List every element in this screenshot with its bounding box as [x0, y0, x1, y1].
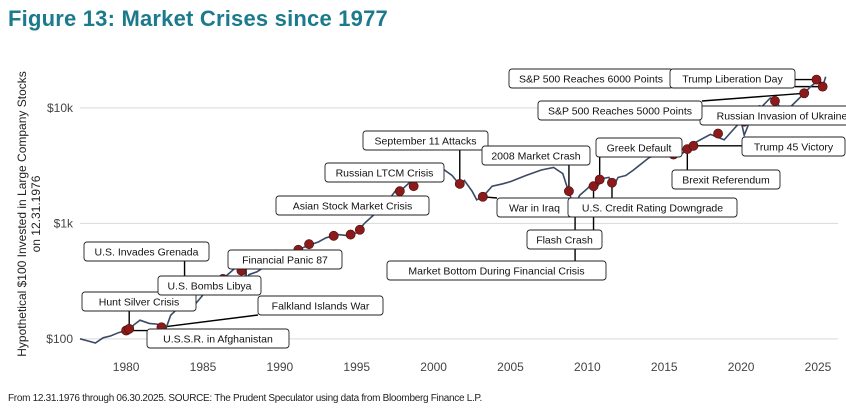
annotation-label: U.S.S.R. in Afghanistan: [163, 333, 273, 345]
y-axis-label-line2: on 12.31.1976: [29, 175, 43, 252]
annotation-leader: [161, 314, 259, 328]
x-tick-label: 1990: [267, 360, 294, 374]
annotation-label: Market Bottom During Financial Crisis: [408, 265, 584, 277]
annotation-label: U.S. Credit Rating Downgrade: [582, 202, 723, 214]
y-tick-label: $1k: [54, 216, 74, 230]
annotation-box: [362, 130, 489, 151]
crisis-marker: [394, 186, 405, 197]
y-axis-ticks: $100 $1k $10k: [46, 101, 74, 346]
crisis-marker: [304, 239, 314, 250]
y-tick-label: $10k: [47, 101, 74, 115]
crisis-marker: [688, 140, 699, 151]
crisis-marker: [799, 88, 810, 99]
crisis-marker: [354, 224, 365, 235]
annotation-label: Falkland Islands War: [272, 300, 370, 312]
annotation-box: [741, 136, 846, 157]
annotation-box: [386, 260, 607, 281]
annotation-box: [146, 328, 290, 349]
y-axis-label: Hypothetical $100 Invested in Large Comp…: [15, 71, 43, 357]
crisis-marker: [588, 181, 599, 192]
crisis-marker: [454, 178, 465, 189]
annotation-label: Asian Stock Market Crisis: [293, 200, 413, 212]
crisis-marker: [328, 230, 339, 241]
crisis-marker: [594, 174, 605, 185]
annotation-box: [567, 197, 738, 218]
annotation-label: S&P 500 Reaches 5000 Points: [548, 105, 692, 117]
x-tick-label: 1980: [113, 360, 140, 374]
chart-title: Figure 13: Market Crises since 1977: [8, 6, 388, 31]
x-tick-label: 2025: [805, 360, 832, 374]
annotation-label: Financial Panic 87: [242, 254, 328, 266]
annotation-box: [257, 295, 384, 316]
x-tick-label: 1995: [343, 360, 370, 374]
series-line: [79, 76, 827, 344]
annotation-box: [669, 68, 796, 89]
annotation-label: S&P 500 Reaches 6000 Points: [519, 73, 663, 85]
annotation-label: U.S. Invades Grenada: [95, 246, 199, 258]
crisis-marker: [817, 81, 828, 92]
crisis-marker: [124, 323, 135, 334]
annotation-box: [83, 241, 210, 262]
annotation-label: Brexit Referendum: [682, 174, 770, 186]
annotation-box: [324, 162, 445, 183]
annotation-box: [275, 195, 430, 216]
x-tick-label: 1985: [190, 360, 217, 374]
annotation-label: Hunt Silver Crisis: [99, 296, 180, 308]
y-axis-label-line1: Hypothetical $100 Invested in Large Comp…: [15, 71, 29, 357]
annotation-label: U.S. Bombs Libya: [167, 280, 251, 292]
annotation-box: [81, 291, 197, 312]
annotation-leader: [701, 92, 805, 102]
crisis-marker: [477, 191, 488, 202]
crisis-marker: [607, 177, 617, 188]
annotation-box: [537, 100, 703, 121]
x-tick-label: 2020: [728, 360, 755, 374]
x-tick-label: 2010: [574, 360, 601, 374]
annotation-box: [526, 229, 603, 250]
annotation-label: Trump 45 Victory: [754, 141, 834, 153]
annotation-box: [671, 169, 781, 190]
annotation-box: [157, 275, 262, 296]
annotation-label: Greek Default: [607, 142, 672, 154]
crisis-marker: [345, 229, 356, 240]
annotation-label: Russian LTCM Crisis: [336, 167, 434, 179]
annotation-boxes: Hunt Silver Crisis U.S.S.R. in Afghanista…: [81, 68, 846, 349]
crisis-marker: [713, 128, 723, 139]
annotation-box: [481, 145, 591, 166]
y-tick-label: $100: [46, 332, 73, 346]
annotation-box: [227, 249, 343, 270]
annotation-label: Russian Invasion of Ukraine: [717, 110, 846, 122]
x-tick-label: 2000: [420, 360, 447, 374]
x-tick-label: 2005: [497, 360, 524, 374]
annotation-label: War in Iraq: [509, 202, 560, 214]
crisis-markers: [121, 74, 828, 336]
annotation-label: September 11 Attacks: [375, 135, 477, 147]
crisis-marker: [770, 96, 780, 106]
annotation-label: Trump Liberation Day: [682, 73, 783, 85]
x-tick-label: 2015: [651, 360, 678, 374]
crisis-marker: [564, 186, 574, 197]
crisis-marker: [408, 181, 419, 192]
x-axis-ticks: 1980 1985 1990 1995 2000 2005 2010 2015 2020 2025: [113, 360, 832, 374]
crisis-marker: [811, 74, 822, 85]
source-note: From 12.31.1976 through 06.30.2025. SOUR…: [8, 393, 482, 404]
annotation-label: Flash Crash: [536, 234, 593, 246]
annotation-label: 2008 Market Crash: [491, 150, 580, 162]
annotation-box: [595, 137, 683, 158]
